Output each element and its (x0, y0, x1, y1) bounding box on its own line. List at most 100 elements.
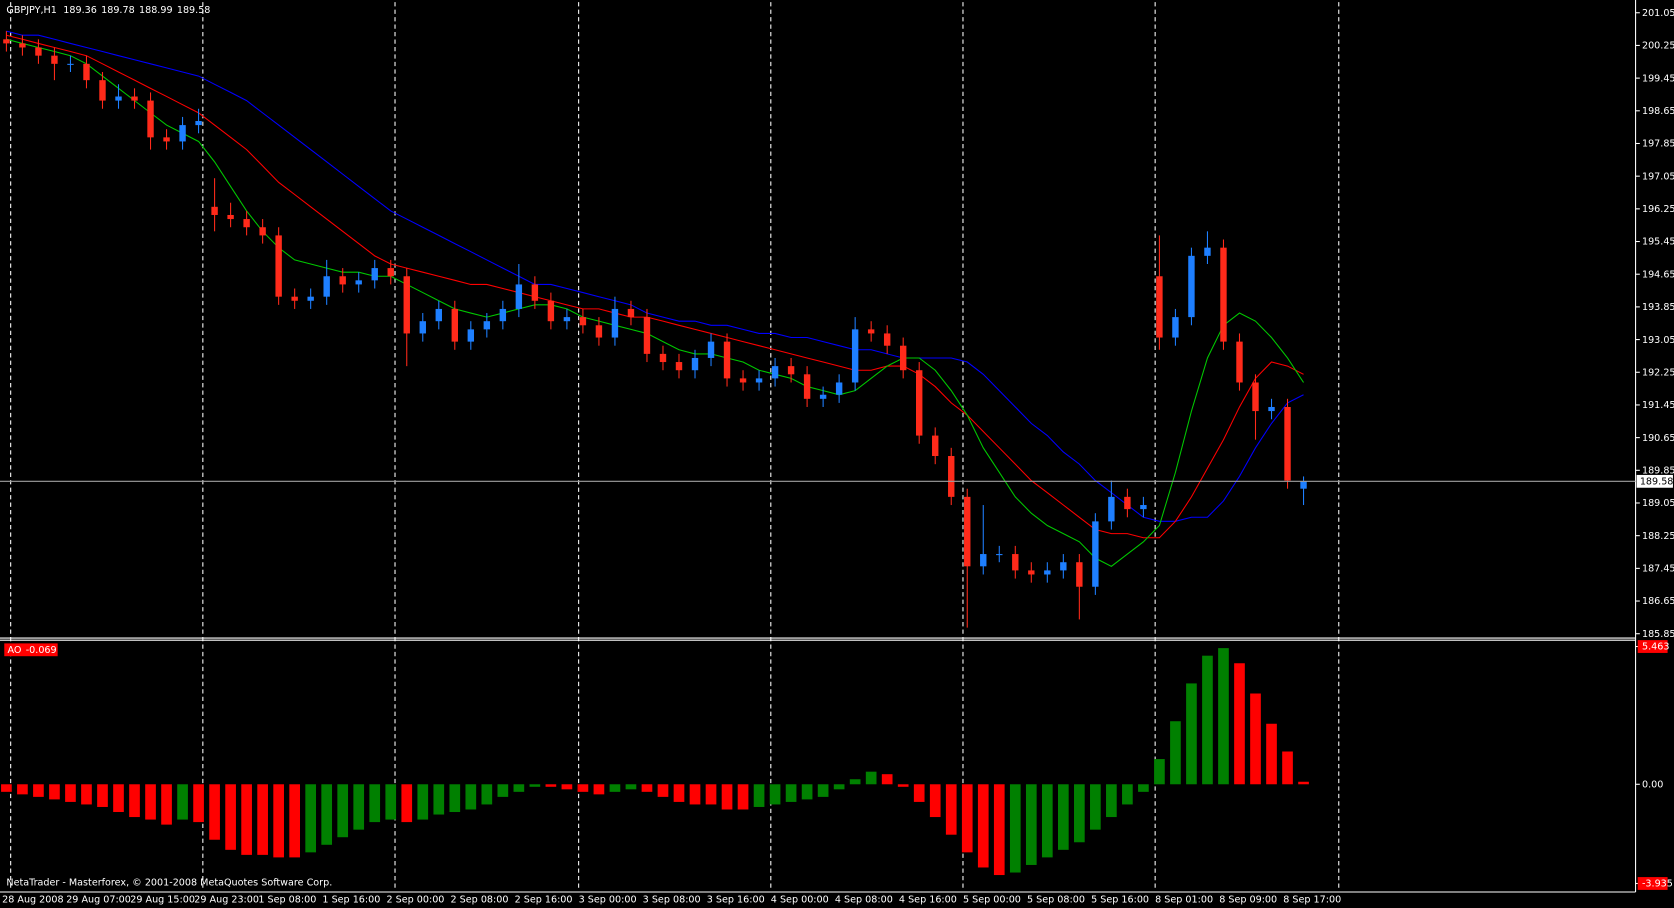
x-tick-label: 1 Sep 16:00 (322, 895, 380, 906)
candle-body (323, 276, 330, 297)
candle-body (291, 296, 298, 301)
candle-body (515, 284, 523, 309)
x-tick-label: 3 Sep 00:00 (579, 895, 637, 906)
ao-bar (561, 784, 573, 790)
ao-bar (993, 784, 1005, 876)
ao-bar (609, 784, 621, 792)
x-tick-label: 8 Sep 01:00 (1155, 895, 1213, 906)
ao-bar (849, 779, 861, 785)
candle-body (835, 382, 843, 395)
candle-body (627, 308, 635, 318)
candle-body (916, 370, 923, 436)
ao-bar (1170, 721, 1181, 785)
ao-bar (769, 784, 781, 805)
candle-body (1300, 481, 1307, 489)
y-tick-label: 187.45 (1642, 564, 1674, 575)
ao-bar (369, 784, 381, 823)
y-tick-label: 194.65 (1642, 269, 1674, 280)
current-price-box (1636, 474, 1673, 488)
indicator-name: AO (7, 645, 21, 656)
ao-bar (625, 784, 637, 790)
candle-body (739, 378, 747, 383)
ao-bar (1266, 723, 1277, 785)
candle-body (1092, 521, 1099, 587)
ao-bar (513, 784, 525, 792)
candle-body (980, 554, 987, 567)
indicator-label-box (4, 643, 58, 657)
candle-body (723, 341, 731, 379)
candle-body (1060, 562, 1067, 571)
ao-bar (177, 784, 188, 820)
candle-body (1108, 496, 1115, 522)
indicator-line (6, 38, 1304, 567)
x-tick-label: 29 Aug 15:00 (130, 895, 195, 906)
candle-body (259, 227, 266, 236)
ao-bar (961, 784, 973, 853)
y-tick-label: 196.25 (1642, 204, 1674, 215)
indicator-line (6, 30, 1304, 522)
ao-bar (449, 784, 461, 813)
y-tick-label: 200.25 (1642, 41, 1674, 52)
ao-bar (241, 784, 252, 855)
y-tick-label: -3.935 (1642, 879, 1673, 890)
y-tick-label: 193.85 (1642, 302, 1674, 313)
candle-body (435, 308, 442, 322)
candle-body (339, 276, 346, 285)
ao-bar (801, 784, 813, 800)
ao-bar (225, 784, 236, 850)
candle-body (948, 456, 955, 497)
ao-bar (17, 784, 28, 795)
candle-body (771, 366, 779, 379)
candle-body (467, 329, 475, 342)
candle-body (1172, 317, 1179, 338)
ao-bar (401, 784, 413, 823)
candle-body (115, 96, 122, 101)
y-tick-label: 188.25 (1642, 531, 1674, 542)
ao-bar (785, 784, 797, 802)
candle-body (499, 308, 507, 322)
candle-body (51, 55, 58, 64)
y-tick-label: 197.85 (1642, 139, 1674, 150)
candle-body (707, 341, 715, 358)
ao-bar (129, 784, 140, 818)
x-tick-label: 28 Aug 2008 (2, 895, 63, 906)
candle-body (579, 317, 587, 326)
x-tick-label: 3 Sep 16:00 (707, 895, 765, 906)
ao-bar (417, 784, 429, 820)
x-tick-label: 4 Sep 08:00 (835, 895, 893, 906)
y-tick-box (1637, 640, 1668, 653)
candle-body (355, 280, 362, 285)
ao-bar (1009, 784, 1021, 873)
candle-body (1220, 247, 1227, 342)
ao-bar (481, 784, 493, 805)
ao-bar (49, 784, 60, 800)
candle-body (195, 121, 202, 126)
ao-bar (1, 784, 12, 792)
ao-bar (705, 784, 717, 805)
candle-body (1012, 554, 1019, 571)
ao-bar (353, 784, 365, 830)
x-tick-label: 1 Sep 08:00 (258, 895, 316, 906)
x-tick-label: 4 Sep 16:00 (899, 895, 957, 906)
candle-body (131, 96, 138, 101)
ao-bar (977, 784, 989, 868)
candle-body (1284, 406, 1291, 481)
ao-bar (1250, 693, 1261, 785)
symbol: GBPJPY,H1 (6, 5, 56, 16)
candle-body (547, 300, 555, 322)
ao-bar (817, 784, 829, 797)
ao-bar (945, 784, 957, 835)
candle-body (932, 435, 939, 457)
candle-body (1236, 341, 1243, 383)
y-tick-label: 198.65 (1642, 106, 1674, 117)
ao-bar (321, 784, 333, 845)
indicator-label: AO -0.069 (7, 645, 56, 656)
ao-bar (289, 784, 300, 858)
candle-body (996, 554, 1003, 556)
x-tick-label: 5 Sep 00:00 (963, 895, 1021, 906)
candle-body (1044, 570, 1051, 575)
candle-body (787, 366, 795, 375)
